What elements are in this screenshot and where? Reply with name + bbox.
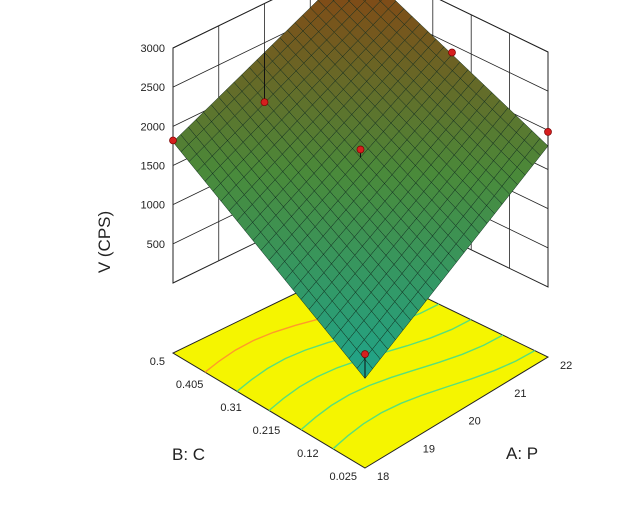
z-tick-label: 1000 xyxy=(141,200,165,212)
design-point xyxy=(356,145,365,154)
tick-labels: 500 1000 1500 2000 2500 3000 18 19 20 21 22 0.025 0.… xyxy=(141,43,573,483)
z-tick-label: 3000 xyxy=(141,43,165,55)
y-tick-label: 0.405 xyxy=(176,379,204,391)
floor-contour-line xyxy=(332,349,536,450)
y-tick-label: 0.025 xyxy=(329,471,357,483)
z-tick-label: 2500 xyxy=(141,82,165,94)
design-point xyxy=(260,98,269,107)
y-tick-label: 0.31 xyxy=(220,402,241,414)
response-surface xyxy=(172,0,549,379)
design-point xyxy=(169,136,177,145)
y-axis-label: B: C xyxy=(172,445,205,464)
x-tick-label: 22 xyxy=(560,360,572,372)
design-point xyxy=(544,128,552,136)
y-tick-label: 0.12 xyxy=(297,448,318,460)
x-tick-label: 21 xyxy=(514,388,526,400)
y-tick-label: 0.215 xyxy=(253,425,281,437)
x-axis-label: A: P xyxy=(506,444,538,463)
z-axis-label: V (CPS) xyxy=(95,211,114,273)
x-tick-label: 18 xyxy=(377,471,389,483)
design-point xyxy=(361,350,369,358)
wall-gridline xyxy=(172,0,549,92)
design-points xyxy=(169,48,552,379)
floor-contour-line xyxy=(300,334,504,431)
z-tick-label: 2000 xyxy=(141,121,165,133)
z-tick-label: 500 xyxy=(147,239,165,251)
x-tick-label: 19 xyxy=(423,443,435,455)
z-tick-label: 1500 xyxy=(141,161,165,173)
x-tick-label: 20 xyxy=(469,416,481,428)
y-tick-label: 0.5 xyxy=(150,356,165,368)
design-point xyxy=(448,48,456,57)
wall-gridline xyxy=(172,0,549,53)
